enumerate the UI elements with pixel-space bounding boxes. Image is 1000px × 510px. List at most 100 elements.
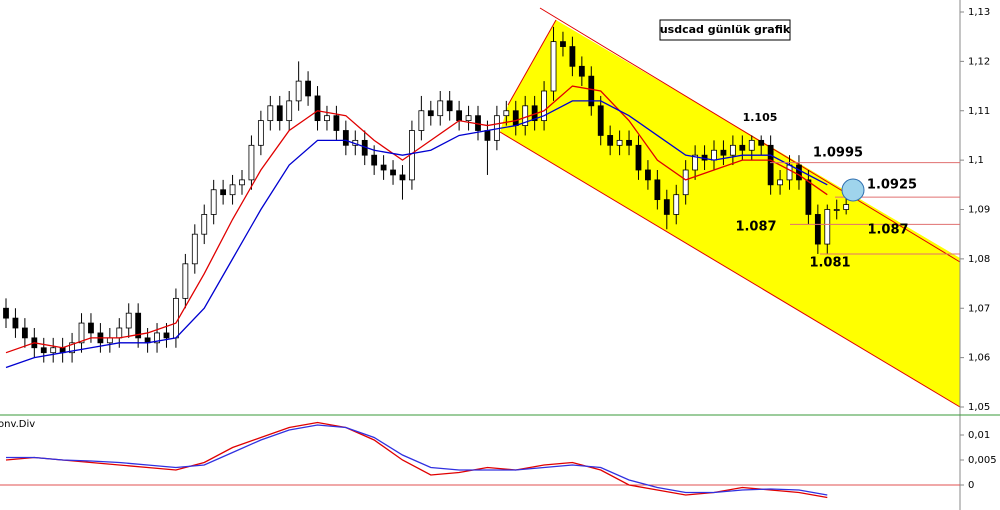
candle-body (597, 105, 604, 136)
chart-title: usdcad günlük grafik (660, 23, 791, 36)
candle-body (814, 214, 821, 245)
candle-body (78, 322, 85, 344)
moving-average (5, 100, 828, 369)
y-tick-label: 1,05 (968, 402, 990, 413)
candle-body (626, 139, 632, 146)
candle-body (673, 194, 680, 215)
candle-body (12, 317, 19, 329)
highlight-circle (841, 178, 865, 202)
indicator-line (6, 424, 828, 496)
candle-body (380, 164, 387, 171)
candle-body (371, 154, 378, 166)
candle-body (418, 110, 425, 131)
candle-body (522, 105, 529, 126)
title-box (659, 19, 791, 41)
candle-body (88, 322, 94, 334)
candle-body (286, 100, 293, 122)
candle-body (295, 80, 302, 102)
candle-body (588, 75, 595, 107)
channel-edge (507, 19, 557, 106)
candle-body (173, 297, 179, 339)
candle-body (191, 233, 198, 265)
candle-body (569, 46, 576, 67)
candle-body (21, 327, 28, 339)
candle-body (777, 179, 783, 186)
candle-body (163, 332, 170, 339)
candle-body (182, 263, 189, 299)
candle-body (616, 139, 623, 146)
candle-body (711, 149, 717, 161)
y-tick-label: 1,1 (968, 155, 984, 166)
candle-body (324, 115, 330, 122)
moving-average (5, 85, 828, 354)
candle-body (50, 347, 57, 354)
candle-body (758, 139, 765, 146)
level-label: 1.081 (809, 256, 850, 271)
candle-body (314, 95, 321, 122)
candle-body (663, 199, 670, 215)
candle-body (578, 65, 585, 77)
candle-body (550, 41, 557, 92)
level-label: 1.0925 (867, 178, 917, 193)
y-tick-label: 1,06 (968, 353, 990, 364)
level-label: 1.087 (867, 223, 908, 238)
candle-body (201, 214, 208, 235)
y-tick-label: 1,13 (968, 7, 990, 18)
y-tick-label: 1,11 (968, 106, 990, 117)
candle-body (512, 110, 519, 126)
indicator-line (5, 421, 828, 499)
candle-body (635, 144, 642, 171)
indicator-label: onv.Div (0, 419, 35, 430)
candle-body (833, 209, 840, 211)
y-tick-label: 1,12 (968, 56, 990, 67)
candle-body (465, 115, 472, 122)
y-tick-label: 1,07 (968, 303, 990, 314)
candle-body (437, 100, 444, 117)
candle-body (796, 164, 802, 181)
candle-body (239, 179, 245, 186)
candle-body (843, 204, 850, 210)
candle-body (446, 100, 453, 112)
candle-body (333, 115, 340, 131)
channel-upper (539, 7, 961, 263)
level-label: 1.105 (743, 111, 778, 124)
candle-body (116, 327, 123, 339)
candle-body (607, 135, 614, 146)
candle-body (427, 110, 434, 117)
candle-body (767, 144, 774, 186)
candle-body (654, 179, 661, 201)
candle-body (824, 209, 831, 245)
trend-channel (500, 20, 960, 407)
candle-body (748, 139, 755, 151)
candle-body (645, 169, 651, 181)
candle-body (257, 120, 264, 146)
candle-body (3, 307, 9, 319)
candle-body (69, 342, 75, 354)
level-label: 1.087 (735, 220, 776, 235)
candle-body (805, 179, 812, 215)
candle-body (210, 189, 217, 215)
candle-body (305, 80, 311, 97)
candle-body (682, 169, 689, 196)
candle-body (106, 337, 113, 344)
y-tick-label: 1,08 (968, 254, 990, 265)
candle-body (786, 164, 793, 181)
candle-body (541, 90, 547, 122)
candle-body (739, 144, 746, 151)
candle-body (125, 312, 132, 329)
candle-body (40, 347, 47, 354)
candle-body (692, 154, 699, 171)
candle-body (267, 105, 274, 122)
candle-body (276, 105, 283, 122)
candle-body (560, 41, 566, 47)
candle-body (503, 110, 510, 117)
candle-body (154, 332, 160, 344)
level-label: 1.0995 (813, 146, 863, 161)
candle-body (390, 169, 396, 176)
candle-body (220, 189, 227, 196)
candle-body (229, 184, 236, 196)
candle-body (484, 130, 491, 141)
candle-body (456, 110, 463, 122)
y2-tick-label: 0,01 (968, 430, 990, 441)
